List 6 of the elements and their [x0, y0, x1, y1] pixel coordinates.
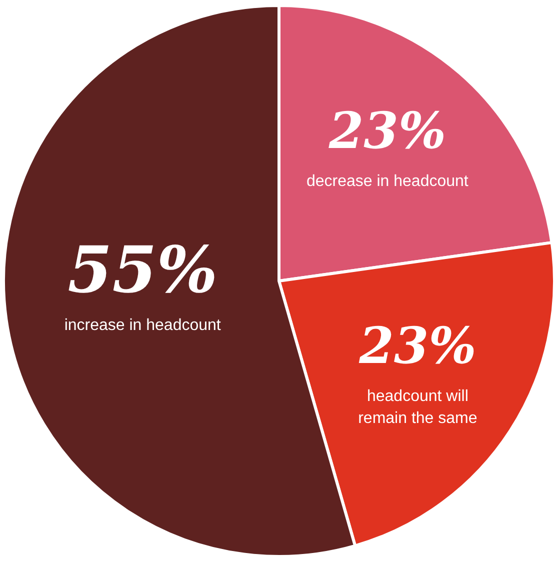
- data-label: 23%: [328, 101, 446, 160]
- data-label: 23%: [358, 316, 476, 375]
- slice-label: headcount will remain the same: [358, 388, 478, 427]
- data-label: 55%: [68, 233, 218, 308]
- slice-label: increase in headcount: [64, 317, 222, 334]
- slice-label: decrease in headcount: [306, 173, 469, 190]
